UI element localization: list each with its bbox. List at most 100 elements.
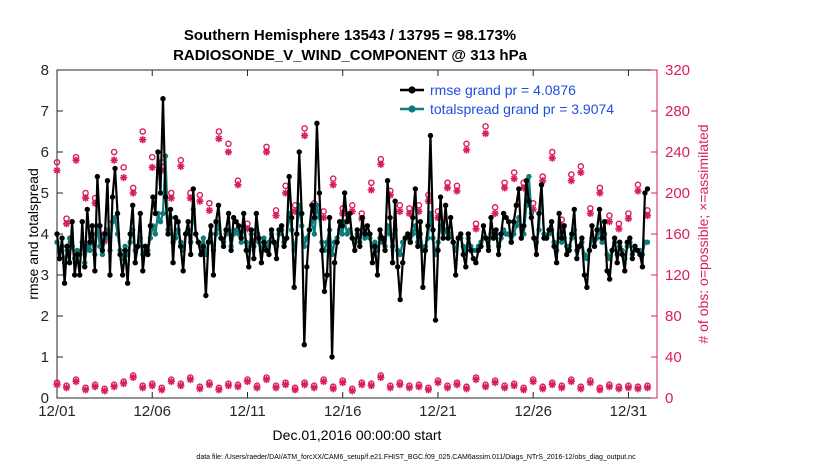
totalspread-point: [200, 235, 207, 241]
obs-assimilated-marker: [139, 384, 147, 392]
obs-assimilated-stroke: [510, 382, 518, 389]
rmse-point: [198, 251, 204, 258]
rmse-point: [278, 223, 285, 229]
obs-assimilated-stroke: [501, 384, 508, 391]
obs-assimilated-marker: [443, 184, 452, 192]
obs-assimilated-marker: [462, 385, 471, 393]
rmse-point: [369, 260, 376, 266]
y-left-tick-label: 1: [41, 349, 49, 366]
rmse-point: [500, 210, 507, 217]
obs-assimilated-stroke: [282, 189, 289, 197]
obs-assimilated-stroke: [358, 381, 365, 388]
rmse-point: [336, 219, 343, 225]
rmse-point: [392, 198, 398, 204]
rmse-point: [352, 247, 358, 254]
rmse-point: [362, 231, 368, 237]
rmse-point: [175, 219, 181, 225]
obs-assimilated-stroke: [158, 386, 165, 393]
obs-assimilated-stroke: [234, 181, 242, 188]
rmse-point: [341, 190, 348, 196]
rmse-point: [69, 219, 75, 225]
obs-assimilated-marker: [110, 383, 118, 391]
rmse-point: [117, 251, 123, 258]
y-right-tick-label: 40: [665, 349, 682, 366]
rmse-point: [389, 260, 396, 266]
x-tick-label: 12/11: [229, 403, 265, 420]
totalspread-point: [644, 239, 651, 245]
obs-assimilated-stroke: [196, 198, 204, 205]
obs-possible-marker: [482, 123, 489, 130]
rmse-point: [468, 247, 474, 254]
obs-assimilated-stroke: [168, 378, 175, 385]
obs-assimilated-marker: [424, 386, 433, 394]
obs-assimilated-marker: [177, 382, 185, 390]
rmse-point: [435, 247, 441, 254]
rmse-point: [188, 251, 194, 258]
obs-assimilated-stroke: [644, 384, 651, 391]
rmse-point: [523, 178, 530, 184]
rmse-point: [632, 243, 638, 249]
rmse-point: [437, 194, 444, 200]
obs-assimilated-stroke: [549, 381, 556, 388]
y-right-tick-label: 280: [665, 103, 690, 120]
obs-assimilated-stroke: [225, 148, 232, 156]
rmse-point: [54, 231, 60, 237]
rmse-point: [528, 214, 535, 221]
obs-assimilated-stroke: [272, 384, 280, 391]
obs-assimilated-stroke: [130, 189, 137, 197]
obs-assimilated-stroke: [244, 378, 251, 385]
obs-possible-marker: [120, 164, 127, 171]
rmse-point: [155, 149, 161, 155]
obs-assimilated-marker: [148, 382, 156, 390]
rmse-point: [394, 264, 401, 270]
rmse-point: [538, 182, 545, 188]
rmse-point: [294, 231, 300, 237]
rmse-point: [253, 210, 260, 217]
obs-assimilated-marker: [196, 385, 204, 393]
obs-assimilated-stroke: [120, 380, 127, 387]
obs-assimilated-stroke: [558, 384, 565, 391]
obs-assimilated-marker: [348, 387, 356, 395]
rmse-point: [422, 247, 429, 254]
obs-assimilated-marker: [81, 386, 90, 394]
rmse-point: [112, 165, 118, 172]
obs-assimilated-marker: [386, 384, 394, 392]
rmse-point: [531, 235, 537, 241]
rmse-point: [452, 272, 459, 278]
rmse-point: [521, 223, 527, 229]
obs-assimilated-stroke: [263, 376, 270, 383]
x-tick-label: 12/31: [610, 403, 648, 420]
obs-assimilated-stroke: [120, 174, 127, 181]
rmse-point: [430, 227, 436, 233]
rmse-point: [642, 190, 648, 196]
obs-assimilated-marker: [624, 384, 633, 392]
obs-assimilated-stroke: [330, 181, 337, 188]
totalspread-point: [513, 223, 519, 229]
rmse-point: [243, 247, 249, 254]
obs-assimilated-stroke: [330, 385, 337, 392]
rmse-point: [503, 214, 509, 221]
rmse-point: [465, 231, 472, 237]
obs-assimilated-stroke: [349, 387, 356, 394]
rmse-point: [135, 243, 141, 249]
obs-assimilated-stroke: [168, 194, 175, 202]
obs-assimilated-marker: [53, 166, 61, 175]
rmse-point: [606, 276, 613, 282]
y-right-tick-label: 80: [665, 308, 682, 325]
obs-assimilated-marker: [472, 375, 480, 384]
obs-assimilated-marker: [548, 381, 556, 389]
rmse-point: [536, 210, 542, 217]
obs-assimilated-marker: [101, 387, 109, 395]
obs-assimilated-marker: [310, 384, 318, 392]
obs-assimilated-stroke: [72, 157, 80, 164]
obs-assimilated-stroke: [215, 135, 223, 142]
obs-assimilated-stroke: [634, 385, 642, 392]
rmse-point: [218, 235, 224, 241]
rmse-point: [263, 247, 270, 254]
rmse-point: [637, 251, 643, 258]
obs-assimilated-stroke: [310, 384, 318, 391]
obs-assimilated-marker: [434, 379, 442, 387]
rmse-point: [377, 227, 383, 233]
obs-assimilated-stroke: [53, 381, 61, 388]
obs-assimilated-marker: [462, 146, 471, 154]
